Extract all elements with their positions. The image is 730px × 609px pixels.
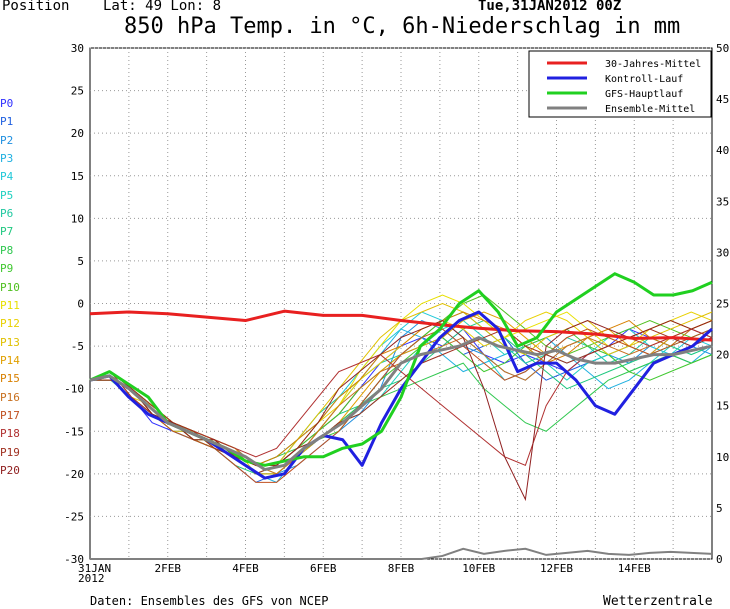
y-tick-right: 20 [716,349,729,362]
member-label-p12: P12 [0,317,20,331]
y-tick-right: 50 [716,42,729,55]
position-label: Position [2,0,70,14]
series-line-30-jahres-mittel [89,309,713,342]
y-tick-right: 40 [716,144,729,157]
y-tick-right: 30 [716,246,729,259]
member-label-p18: P18 [0,427,20,441]
x-tick-label: 2FEB [155,562,182,575]
x-tick-label: 12FEB [540,562,573,575]
member-label-p2: P2 [0,133,14,147]
series-line-ensemble-mittel [89,336,713,472]
x-tick-label: 4FEB [232,562,259,575]
member-label-p17: P17 [0,408,20,422]
member-label-p20: P20 [0,464,20,477]
y-tick-left: -10 [64,383,84,396]
member-label-p13: P13 [0,335,20,349]
member-label-p5: P5 [0,188,14,202]
legend-label: GFS-Hauptlauf [605,89,683,100]
legend-label: 30-Jahres-Mittel [605,59,701,70]
legend-label: Kontroll-Lauf [605,74,683,85]
run-datetime: Tue,31JAN2012 00Z [478,0,622,14]
x-tick-label: 10FEB [462,562,495,575]
y-tick-right: 10 [716,451,729,464]
y-tick-right: 0 [716,553,723,566]
legend: 30-Jahres-Mittel Kontroll-Lauf GFS-Hauptla… [528,50,712,118]
x-tick-label: 2012 [78,572,105,585]
member-label-p15: P15 [0,372,20,386]
y-tick-left: 15 [71,170,84,183]
member-label-p19: P19 [0,445,20,459]
y-tick-left: -30 [64,553,84,566]
data-source-note: Daten: Ensembles des GFS von NCEP [90,594,329,608]
member-label-p4: P4 [0,170,14,184]
brand-label: Wetterzentrale [603,594,713,609]
member-label-p1: P1 [0,115,14,129]
y-tick-left: 30 [71,42,84,55]
member-label-p11: P11 [0,298,20,312]
y-tick-right: 5 [716,502,723,515]
member-label-p0: P0 [0,97,14,110]
chart-title: 850 hPa Temp. in °C, 6h-Niederschlag in … [124,14,681,39]
member-label-p7: P7 [0,225,14,239]
y-tick-left: -20 [64,468,84,481]
y-tick-right: 25 [716,298,729,311]
member-label-p6: P6 [0,207,14,221]
y-tick-left: 0 [77,298,84,311]
member-label-p8: P8 [0,243,14,257]
member-label-p3: P3 [0,152,14,166]
member-line-p20 [89,319,713,502]
x-tick-label: 6FEB [310,562,337,575]
member-line-p19 [90,328,713,475]
lat-lon-label: Lat: 49 Lon: 8 [103,0,222,14]
y-tick-left: 10 [71,212,84,225]
member-label-p10: P10 [0,280,20,294]
y-tick-left: 5 [77,255,84,268]
x-tick-label: 14FEB [618,562,651,575]
member-label-p14: P14 [0,353,20,367]
precip-mean-line [90,547,713,560]
x-tick-label: 8FEB [388,562,415,575]
y-tick-left: -25 [64,510,84,523]
y-tick-right: 45 [716,93,729,106]
member-label-p16: P16 [0,390,20,404]
y-tick-left: 20 [71,127,84,140]
x-tick-label: 31JAN [78,562,111,575]
y-tick-right: 15 [716,400,729,413]
legend-label: Ensemble-Mittel [605,104,695,115]
y-tick-left: -5 [71,340,84,353]
y-tick-left: -15 [64,425,84,438]
member-label-p9: P9 [0,262,14,276]
y-tick-right: 35 [716,195,729,208]
y-tick-left: 25 [71,85,84,98]
